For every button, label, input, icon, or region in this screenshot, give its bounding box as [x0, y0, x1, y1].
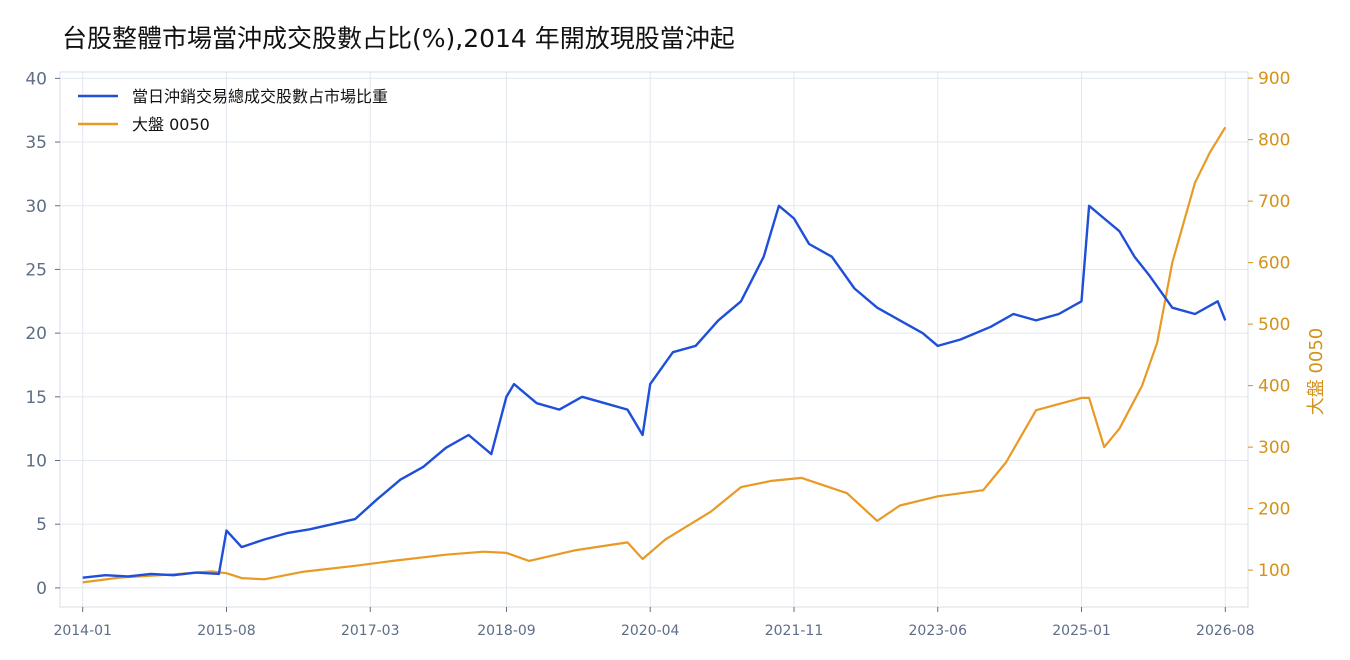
y-right-tick-label: 700 — [1258, 192, 1290, 212]
x-tick-label: 2026-08 — [1196, 623, 1255, 639]
x-tick-label: 2025-01 — [1052, 623, 1111, 639]
y-left-tick-label: 25 — [25, 260, 47, 280]
y-left-tick-label: 20 — [25, 324, 47, 344]
y-axis-right: 100 200 300 400 500 600 700 800 900 — [1248, 69, 1290, 581]
x-tick-label: 2021-11 — [765, 623, 824, 639]
x-axis: 2014-01 2015-08 2017-03 2018-09 2020-04 2021-… — [53, 607, 1255, 639]
x-tick-label: 2018-09 — [477, 623, 536, 639]
y-axis-right-label: 大盤 0050 — [1306, 328, 1327, 416]
y-left-tick-label: 35 — [25, 133, 47, 153]
y-right-tick-label: 600 — [1258, 254, 1290, 274]
x-tick-label: 2020-04 — [621, 623, 680, 639]
x-tick-label: 2017-03 — [341, 623, 400, 639]
grid — [60, 72, 1248, 607]
legend-label: 大盤 0050 — [132, 115, 210, 134]
chart-title: 台股整體市場當沖成交股數占比(%),2014 年開放現股當沖起 — [62, 24, 735, 53]
x-tick-label: 2023-06 — [909, 623, 968, 639]
y-right-tick-label: 100 — [1258, 561, 1290, 581]
series-layer — [82, 126, 1227, 584]
legend-label: 當日沖銷交易總成交股數占市場比重 — [132, 87, 388, 106]
y-left-tick-label: 40 — [25, 69, 47, 89]
y-right-tick-label: 400 — [1258, 377, 1290, 397]
y-left-tick-label: 15 — [25, 388, 47, 408]
y-right-tick-label: 800 — [1258, 131, 1290, 151]
series-line — [82, 204, 1227, 579]
y-right-tick-label: 300 — [1258, 438, 1290, 458]
y-right-tick-label: 200 — [1258, 500, 1290, 520]
plot-frame — [59, 71, 1249, 608]
y-axis-left: 0 5 10 15 20 25 30 35 40 — [25, 69, 60, 599]
series-line — [82, 126, 1227, 584]
y-right-tick-label: 900 — [1258, 69, 1290, 89]
y-left-tick-label: 0 — [36, 579, 47, 599]
y-left-tick-label: 30 — [25, 197, 47, 217]
y-left-tick-label: 5 — [36, 515, 47, 535]
y-right-tick-label: 500 — [1258, 315, 1290, 335]
x-tick-label: 2014-01 — [53, 623, 112, 639]
x-tick-label: 2015-08 — [197, 623, 256, 639]
y-left-tick-label: 10 — [25, 452, 47, 472]
